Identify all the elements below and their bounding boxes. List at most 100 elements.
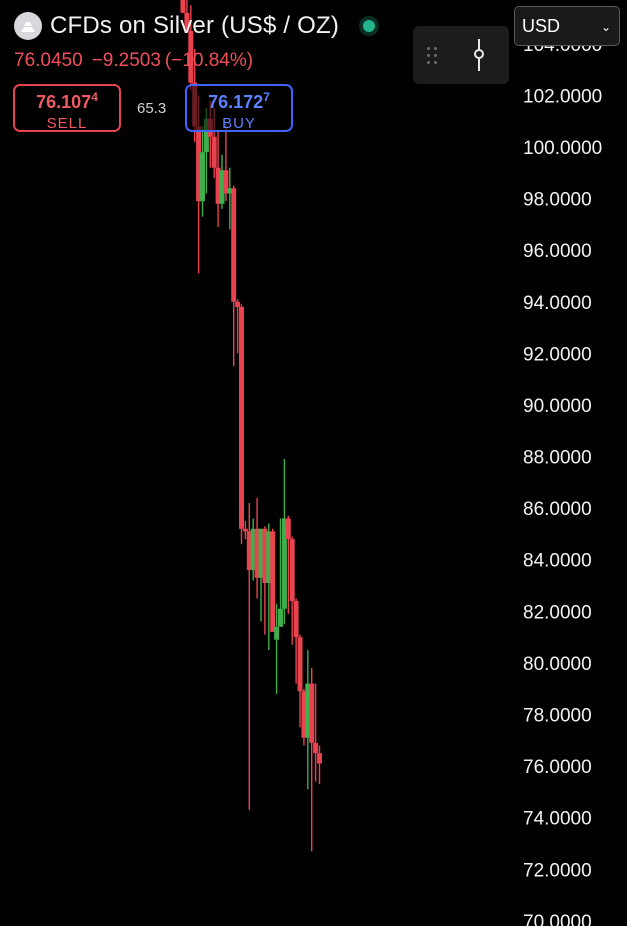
candle-body xyxy=(200,152,205,202)
candle-body xyxy=(219,170,225,204)
y-tick-label: 70.0000 xyxy=(523,912,592,926)
last-price: 76.0450 xyxy=(14,50,83,71)
market-open-status-icon xyxy=(359,16,380,36)
candle-body xyxy=(184,12,190,31)
candle xyxy=(278,518,283,627)
candle xyxy=(250,518,256,581)
silver-bars-icon xyxy=(14,12,42,40)
candle xyxy=(239,304,244,545)
candle-body xyxy=(278,608,283,627)
candle xyxy=(313,683,319,782)
sell-button[interactable]: 76.1074 SELL xyxy=(13,84,121,132)
price-change-percent: (−10.84%) xyxy=(164,50,254,71)
candle xyxy=(301,688,307,746)
instrument-title: CFDs on Silver (US$ / OZ) xyxy=(50,12,340,39)
y-tick-label: 90.0000 xyxy=(523,396,592,417)
candle-body xyxy=(301,691,307,738)
candle xyxy=(262,526,268,635)
buy-label: BUY xyxy=(222,115,256,132)
sell-label: SELL xyxy=(46,115,88,132)
y-tick-label: 80.0000 xyxy=(523,654,592,675)
candle-body xyxy=(180,0,186,13)
candle xyxy=(235,299,241,354)
y-tick-label: 82.0000 xyxy=(523,602,592,623)
candle-body xyxy=(281,518,287,609)
candle-body xyxy=(293,600,299,638)
candle xyxy=(309,668,315,852)
candle xyxy=(188,5,194,91)
candle-body xyxy=(285,518,291,540)
candle xyxy=(274,603,280,694)
candle xyxy=(254,497,260,599)
candle xyxy=(227,167,233,230)
candle-body xyxy=(239,306,244,529)
sell-price: 76.1074 xyxy=(36,90,98,112)
candle-body xyxy=(231,188,237,302)
candle-body xyxy=(250,528,256,571)
candle xyxy=(242,521,248,540)
candle xyxy=(281,459,287,625)
candle xyxy=(297,634,303,728)
candle xyxy=(266,523,272,651)
candle-body xyxy=(242,528,248,532)
candle-body xyxy=(317,753,322,764)
drawing-toolbox[interactable] xyxy=(413,26,509,84)
grip-dots-icon[interactable] xyxy=(425,45,439,65)
y-tick-label: 72.0000 xyxy=(523,860,592,881)
candle xyxy=(289,536,295,645)
candle xyxy=(184,0,190,31)
buy-button[interactable]: 76.1727 BUY xyxy=(185,84,293,132)
price-quote: 76.0450 −9.2503 (−10.84%) xyxy=(14,50,262,72)
candle xyxy=(270,528,276,632)
candle-body xyxy=(227,188,233,194)
candle-body xyxy=(313,742,319,754)
y-tick-label: 94.0000 xyxy=(523,293,592,314)
y-tick-label: 78.0000 xyxy=(523,705,592,726)
currency-value: USD xyxy=(522,16,561,36)
candle xyxy=(219,154,225,209)
candle xyxy=(246,502,252,810)
price-change: −9.2503 xyxy=(91,50,161,71)
candle-body xyxy=(297,637,303,692)
candle-body xyxy=(289,539,295,601)
candle-body xyxy=(235,301,241,307)
y-tick-label: 86.0000 xyxy=(523,499,592,520)
y-tick-label: 92.0000 xyxy=(523,344,592,365)
candle-body xyxy=(215,167,221,204)
candle-body xyxy=(305,683,311,738)
candle-body xyxy=(254,528,260,578)
candle xyxy=(293,598,299,684)
currency-select[interactable]: USD ⌄ xyxy=(514,6,620,46)
y-tick-label: 102.0000 xyxy=(523,86,602,107)
candle-body xyxy=(188,30,194,83)
candle-body xyxy=(258,528,264,578)
candle xyxy=(200,126,205,217)
candle xyxy=(285,515,291,614)
y-tick-label: 76.0000 xyxy=(523,757,592,778)
candle-body xyxy=(203,118,209,153)
candle-body xyxy=(266,531,272,583)
candle xyxy=(215,131,221,227)
chevron-down-icon: ⌄ xyxy=(600,20,611,34)
buy-price: 76.1727 xyxy=(208,90,270,112)
y-tick-label: 84.0000 xyxy=(523,551,592,572)
spread-value: 65.3 xyxy=(137,100,167,117)
candle-body xyxy=(309,683,315,743)
y-tick-label: 98.0000 xyxy=(523,190,592,211)
slider-icon[interactable] xyxy=(471,39,487,71)
y-tick-label: 96.0000 xyxy=(523,241,592,262)
candle xyxy=(258,528,264,622)
instrument-header: CFDs on Silver (US$ / OZ) xyxy=(14,12,380,40)
candle-body xyxy=(196,126,202,202)
candle xyxy=(305,650,311,790)
candle-body xyxy=(211,136,217,168)
y-tick-label: 88.0000 xyxy=(523,448,592,469)
candles-layer xyxy=(180,0,322,852)
price-axis[interactable]: 104.0000102.0000100.000098.000096.000094… xyxy=(523,35,602,926)
candle xyxy=(223,123,229,202)
candle-body xyxy=(246,531,252,571)
candle xyxy=(317,745,322,785)
candle-body xyxy=(270,531,276,632)
y-tick-label: 100.0000 xyxy=(523,138,602,159)
